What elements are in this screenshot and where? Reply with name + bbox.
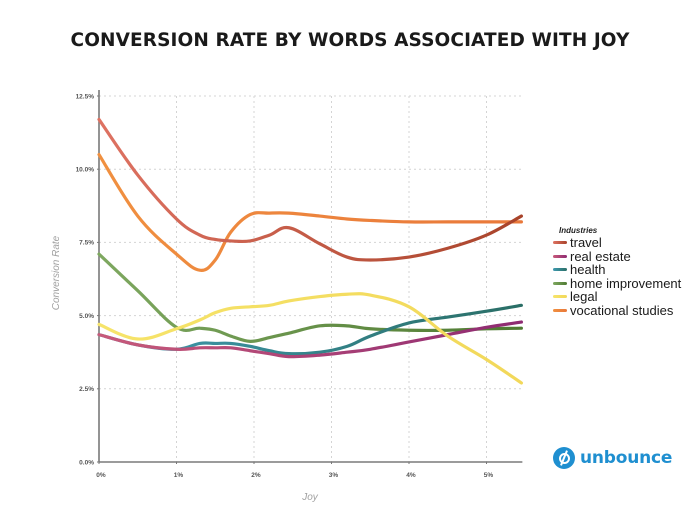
- legend-label: legal: [570, 289, 598, 305]
- x-tick-label: 0%: [96, 472, 106, 479]
- chart-title: CONVERSION RATE BY WORDS ASSOCIATED WITH…: [70, 30, 630, 51]
- x-tick-label: 1%: [174, 472, 184, 479]
- y-tick-label: 10.0%: [76, 167, 95, 174]
- y-tick-label: 0.0%: [79, 459, 94, 466]
- legend-item-legal: legal: [553, 290, 681, 304]
- x-tick-label: 4%: [406, 472, 416, 479]
- tick-labels: 0.0% 2.5% 5.0% 7.5% 10.0% 12.5% 0% 1% 2% 3% 4% 5%: [76, 93, 494, 479]
- legend-item-health: health: [553, 263, 681, 277]
- x-tick-label: 3%: [329, 472, 339, 479]
- legend-swatch-home-improvement: [553, 281, 567, 285]
- legend-swatch-vocational-studies: [553, 308, 567, 312]
- axes: [97, 90, 523, 464]
- y-axis-title: Conversion Rate: [51, 235, 62, 310]
- legend-swatch-legal: [553, 295, 567, 299]
- legend-item-travel: travel: [553, 236, 681, 250]
- series-line-travel: [97, 117, 523, 262]
- series-line-legal: [97, 292, 523, 385]
- y-tick-label: 7.5%: [79, 240, 94, 247]
- legend-title: Industries: [559, 226, 598, 235]
- legend-label: health: [570, 262, 606, 278]
- legend-swatch-real-estate: [553, 254, 567, 258]
- logo-text: unbounce: [580, 448, 673, 468]
- x-tick-label: 5%: [484, 472, 494, 479]
- grid: [99, 95, 522, 462]
- y-tick-label: 5.0%: [79, 313, 94, 320]
- x-tick-label: 2%: [251, 472, 261, 479]
- legend-item-vocational-studies: vocational studies: [553, 304, 681, 318]
- series-line-home-improvement: [97, 252, 523, 343]
- legend-swatch-health: [553, 268, 567, 272]
- unbounce-logo-icon: [553, 447, 575, 469]
- y-tick-label: 12.5%: [76, 93, 95, 100]
- legend-label: real estate: [570, 248, 631, 264]
- legend: Industries travel real estate health hom…: [553, 226, 681, 317]
- series-line-vocational-studies: [97, 152, 523, 272]
- x-axis-title: Joy: [301, 492, 319, 503]
- legend-label: travel: [570, 235, 602, 251]
- legend-label: vocational studies: [570, 302, 674, 318]
- y-tick-label: 2.5%: [79, 386, 94, 393]
- series-line-real-estate: [97, 320, 523, 359]
- legend-label: home improvement: [570, 275, 682, 291]
- legend-swatch-travel: [553, 241, 567, 245]
- unbounce-logo: unbounce: [553, 447, 672, 469]
- legend-item-real-estate: real estate: [553, 250, 681, 264]
- legend-item-home-improvement: home improvement: [553, 277, 681, 291]
- series-lines: [97, 117, 523, 385]
